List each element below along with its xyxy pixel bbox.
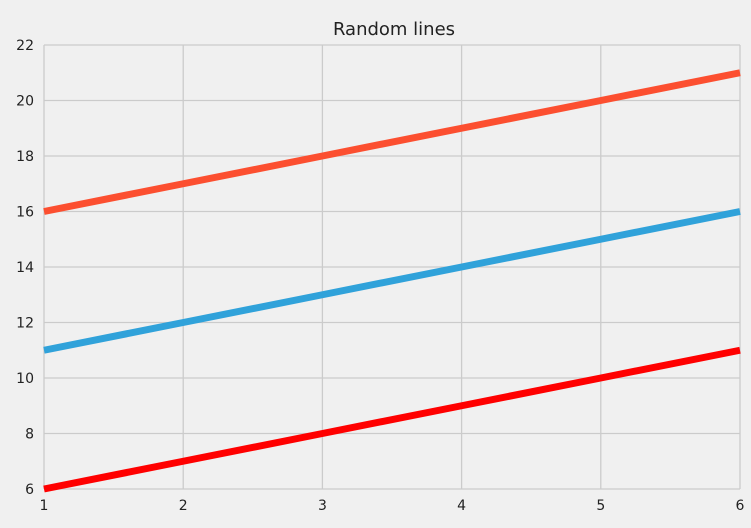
chart-title: Random lines <box>333 19 455 40</box>
y-tick-label: 6 <box>25 482 34 498</box>
y-axis-ticks: 6 8 10 12 14 16 18 20 22 <box>16 38 34 498</box>
y-tick-label: 14 <box>16 260 34 276</box>
y-tick-label: 16 <box>16 205 34 221</box>
series-line-2 <box>43 346 741 493</box>
x-tick-label: 2 <box>179 498 188 514</box>
x-tick-label: 3 <box>318 498 327 514</box>
y-tick-label: 12 <box>16 316 34 332</box>
x-axis-ticks: 1 2 3 4 5 6 <box>40 498 745 514</box>
series-lines <box>43 69 741 493</box>
y-tick-label: 22 <box>16 38 34 54</box>
x-tick-label: 6 <box>736 498 745 514</box>
series-line-0 <box>43 69 741 215</box>
y-tick-label: 10 <box>16 371 34 387</box>
y-tick-label: 18 <box>16 149 34 165</box>
y-tick-label: 8 <box>25 427 34 443</box>
series-line-1 <box>43 208 741 354</box>
x-tick-label: 4 <box>457 498 466 514</box>
grid <box>43 44 741 490</box>
x-tick-label: 1 <box>40 498 49 514</box>
y-tick-label: 20 <box>16 94 34 110</box>
x-tick-label: 5 <box>596 498 605 514</box>
